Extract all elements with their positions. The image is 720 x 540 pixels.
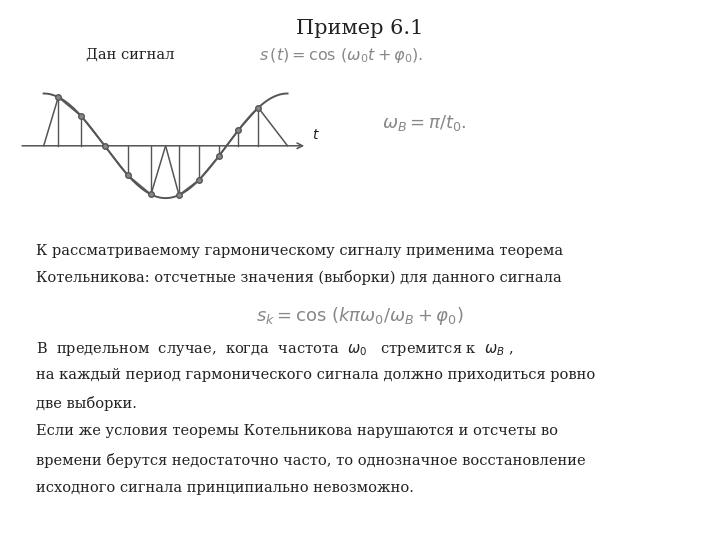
Text: на каждый период гармонического сигнала должно приходиться ровно: на каждый период гармонического сигнала …	[36, 368, 595, 382]
Text: времени берутся недостаточно часто, то однозначное восстановление: времени берутся недостаточно часто, то о…	[36, 453, 585, 468]
Text: $\omega_B = \pi/t_0.$: $\omega_B = \pi/t_0.$	[382, 113, 466, 133]
Text: Котельникова: отсчетные значения (выборки) для данного сигнала: Котельникова: отсчетные значения (выборк…	[36, 270, 562, 285]
Text: Если же условия теоремы Котельникова нарушаются и отсчеты во: Если же условия теоремы Котельникова нар…	[36, 424, 558, 438]
Text: $s_k = \cos\,(k\pi\omega_0/\omega_B + \varphi_0)$: $s_k = \cos\,(k\pi\omega_0/\omega_B + \v…	[256, 305, 464, 327]
Text: $t$: $t$	[312, 128, 320, 142]
Text: исходного сигнала принципиально невозможно.: исходного сигнала принципиально невозмож…	[36, 481, 414, 495]
Text: К рассматриваемому гармоническому сигналу применима теорема: К рассматриваемому гармоническому сигнал…	[36, 244, 563, 258]
Text: Пример 6.1: Пример 6.1	[296, 19, 424, 38]
Text: Дан сигнал: Дан сигнал	[86, 48, 175, 62]
Text: две выборки.: две выборки.	[36, 396, 137, 411]
Text: $s\,(t) = \cos\,(\omega_0 t + \varphi_0).$: $s\,(t) = \cos\,(\omega_0 t + \varphi_0)…	[259, 46, 423, 65]
Text: В  предельном  случае,  когда  частота  $\omega_0$   стремится к  $\omega_B$ ,: В предельном случае, когда частота $\ome…	[36, 340, 514, 358]
